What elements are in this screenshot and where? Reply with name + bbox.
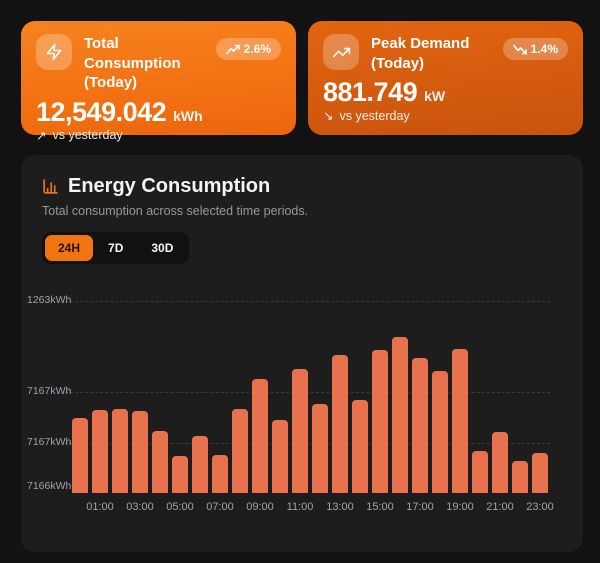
stat-value: 12,549.042 bbox=[36, 96, 167, 127]
bar-15:00[interactable] bbox=[372, 350, 388, 493]
trending-up-icon bbox=[323, 34, 359, 70]
stat-unit: kW bbox=[424, 88, 446, 104]
bar-03:00[interactable] bbox=[132, 410, 148, 493]
bar-chart-icon bbox=[42, 178, 59, 195]
x-axis-label-01:00: 01:00 bbox=[86, 501, 114, 513]
y-axis-label-2: 7167kWh bbox=[27, 436, 72, 449]
bar-17:00[interactable] bbox=[412, 358, 428, 493]
bar-13:00[interactable] bbox=[332, 354, 348, 493]
bar-22:00[interactable] bbox=[512, 461, 528, 493]
bar-02:00[interactable] bbox=[112, 409, 128, 493]
bar-18:00[interactable] bbox=[432, 371, 448, 493]
x-axis-label-19:00: 19:00 bbox=[446, 501, 474, 513]
card-title: Peak Demand (Today) bbox=[371, 35, 470, 72]
tab-24h[interactable]: 24H bbox=[45, 235, 94, 261]
card-title: Total Consumption (Today) bbox=[84, 35, 181, 91]
x-axis-label-21:00: 21:00 bbox=[486, 501, 514, 513]
vs-yesterday: ↘ vs yesterday bbox=[323, 108, 410, 124]
x-axis-label-07:00: 07:00 bbox=[206, 501, 234, 513]
x-axis-label-15:00: 15:00 bbox=[366, 501, 394, 513]
x-axis-label-09:00: 09:00 bbox=[246, 501, 274, 513]
bar-14:00[interactable] bbox=[352, 400, 368, 493]
badge-value: 1.4% bbox=[530, 42, 558, 56]
bar-16:00[interactable] bbox=[392, 337, 408, 493]
chart-title: Energy Consumption bbox=[68, 175, 271, 197]
x-axis-label-13:00: 13:00 bbox=[326, 501, 354, 513]
chart-subtitle: Total consumption across selected time p… bbox=[42, 204, 309, 218]
bar-06:00[interactable] bbox=[192, 435, 208, 493]
bar-21:00[interactable] bbox=[492, 431, 508, 493]
energy-consumption-card: Energy Consumption Total consumption acr… bbox=[21, 155, 583, 552]
zap-icon bbox=[36, 34, 72, 70]
stat-unit: kWh bbox=[173, 107, 203, 124]
plot-area: 1263kWh 7167kWh 7167kWh 7166kWh 01:00 03:00 05… bbox=[21, 294, 583, 513]
bar-11:00[interactable] bbox=[292, 368, 308, 493]
time-range-tabs: 24H 7D 30D bbox=[42, 232, 190, 264]
x-axis-label-17:00: 17:00 bbox=[406, 501, 434, 513]
total-consumption-card[interactable]: Total Consumption (Today) 2.6% 12,549.04… bbox=[21, 21, 296, 143]
bar-05:00[interactable] bbox=[172, 456, 188, 493]
arrow-up-right-icon: ↗ bbox=[36, 128, 47, 143]
bar-23:00[interactable] bbox=[532, 452, 548, 493]
peak-demand-card[interactable]: Peak Demand (Today) 1.4% 881.749 kW ↘ vs… bbox=[308, 21, 583, 135]
bar-04:00[interactable] bbox=[152, 431, 168, 493]
bar-01:00[interactable] bbox=[92, 410, 108, 493]
x-axis-label-23:00: 23:00 bbox=[526, 501, 554, 513]
x-axis-label-05:00: 05:00 bbox=[166, 501, 194, 513]
bar-12:00[interactable] bbox=[312, 403, 328, 493]
tab-30d[interactable]: 30D bbox=[138, 235, 186, 261]
bar-20:00[interactable] bbox=[472, 451, 488, 493]
bar-09:00[interactable] bbox=[252, 379, 268, 493]
vs-yesterday: ↗ vs yesterday bbox=[36, 128, 123, 143]
trending-up-icon bbox=[225, 44, 240, 55]
trend-badge: 2.6% bbox=[215, 38, 281, 60]
y-axis-label-3: 7166kWh bbox=[27, 480, 72, 492]
badge-value: 2.6% bbox=[243, 42, 271, 56]
y-axis-label-0: 1263kWh bbox=[27, 294, 72, 306]
bar-19:00[interactable] bbox=[452, 349, 468, 493]
stat-value: 881.749 bbox=[323, 77, 418, 107]
arrow-down-right-icon: ↘ bbox=[323, 109, 334, 123]
bar-10:00[interactable] bbox=[272, 420, 288, 493]
bar-08:00[interactable] bbox=[232, 409, 248, 493]
y-axis-label-1: 7167kWh bbox=[27, 385, 72, 397]
tab-7d[interactable]: 7D bbox=[95, 235, 136, 261]
bar-00:00[interactable] bbox=[72, 417, 88, 493]
x-axis-label-03:00: 03:00 bbox=[126, 501, 154, 513]
x-axis-label-11:00: 11:00 bbox=[286, 501, 314, 513]
trend-badge: 1.4% bbox=[502, 38, 568, 60]
bar-07:00[interactable] bbox=[212, 455, 228, 493]
trending-down-icon bbox=[512, 44, 527, 55]
gridline bbox=[65, 301, 550, 302]
